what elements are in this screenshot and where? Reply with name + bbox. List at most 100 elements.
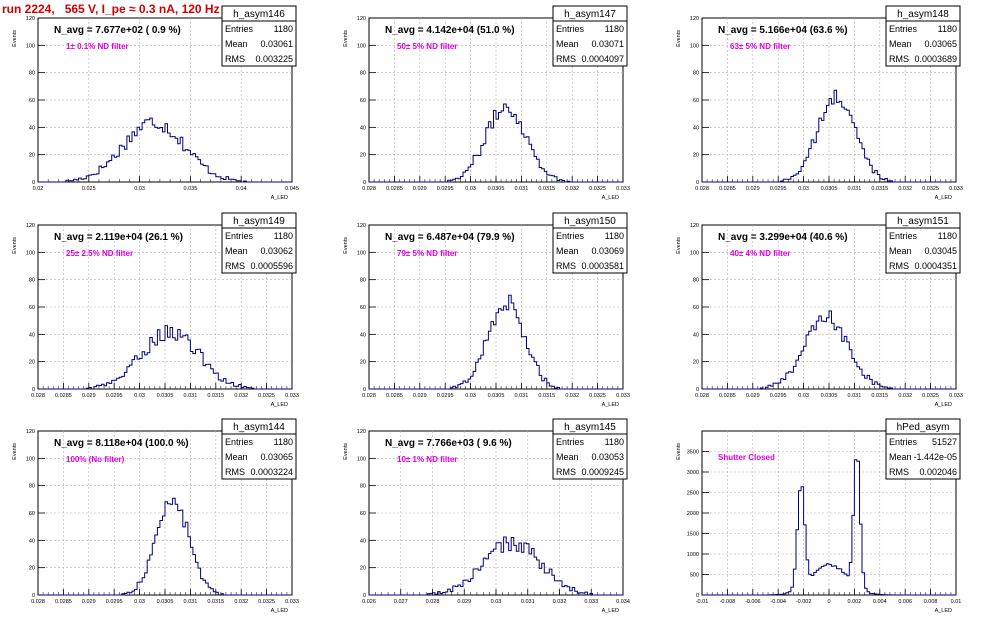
y-axis-title: Events — [12, 443, 18, 460]
x-axis-title: A_LED — [935, 195, 952, 201]
stat-value: 1180 — [938, 231, 957, 241]
y-tick-label: 80 — [360, 71, 366, 77]
stat-key: Mean — [556, 246, 579, 256]
y-tick-label: 80 — [29, 484, 35, 490]
stat-value: 0.03065 — [924, 39, 957, 49]
y-tick-label: 1500 — [687, 532, 699, 538]
stat-key: RMS — [225, 467, 245, 477]
histogram-name: h_asym146 — [233, 9, 285, 20]
y-tick-label: 20 — [693, 153, 699, 159]
x-tick-label: 0.033 — [949, 186, 963, 192]
x-tick-label: 0.032 — [898, 393, 912, 399]
y-axis-title: Events — [676, 30, 682, 47]
x-tick-label: 0.0285 — [386, 393, 403, 399]
x-tick-label: 0.033 — [949, 393, 963, 399]
x-tick-label: 0.0325 — [589, 186, 606, 192]
stats-box — [221, 418, 297, 480]
x-tick-label: 0.032 — [565, 186, 579, 192]
y-tick-label: 20 — [29, 153, 35, 159]
histogram-name: h_asym150 — [564, 216, 616, 227]
x-tick-label: 0.029 — [746, 393, 760, 399]
y-tick-label: 60 — [360, 511, 366, 517]
y-tick-label: 120 — [26, 16, 35, 22]
x-tick-label: 0.033 — [616, 186, 630, 192]
x-tick-label: 0.032 — [234, 393, 248, 399]
x-tick-label: 0.031 — [848, 393, 862, 399]
stat-value: 0.0003689 — [914, 54, 957, 64]
stat-value: 0.0009245 — [581, 467, 624, 477]
x-tick-label: 0.008 — [924, 599, 938, 605]
y-tick-label: 80 — [29, 71, 35, 77]
x-tick-label: 0.03 — [465, 393, 476, 399]
stat-key: RMS — [889, 54, 909, 64]
histogram-panel-h_asym150: 0.028 0.0285 0.029 0.0295 0.03 0.0305 0.031 0.0… — [343, 212, 630, 408]
stat-value: 0.0003224 — [250, 467, 293, 477]
y-tick-label: 1000 — [687, 552, 699, 558]
x-tick-label: 0.0325 — [589, 393, 606, 399]
y-axis-title: Events — [343, 443, 349, 460]
x-tick-label: -0.008 — [720, 599, 736, 605]
y-tick-label: 120 — [26, 429, 35, 435]
x-tick-label: 0.0325 — [922, 186, 939, 192]
x-tick-label: 0.029 — [82, 393, 96, 399]
x-tick-label: 0.0295 — [437, 186, 454, 192]
x-tick-label: 0.033 — [285, 599, 299, 605]
filter-label: 100% (No filter) — [66, 455, 125, 464]
x-tick-label: 0.03 — [134, 186, 145, 192]
y-tick-label: 40 — [693, 332, 699, 338]
x-tick-label: 0.0295 — [770, 393, 787, 399]
y-axis-title: Events — [12, 237, 18, 254]
histogram-name: h_asym145 — [564, 422, 616, 433]
y-tick-label: 100 — [357, 250, 366, 256]
x-tick-label: 0.028 — [695, 393, 709, 399]
x-tick-label: 0.029 — [413, 393, 427, 399]
histogram-panel-h_asym148: 0.028 0.0285 0.029 0.0295 0.03 0.0305 0.031 0.0… — [676, 5, 963, 201]
x-tick-label: 0.0315 — [207, 599, 224, 605]
x-tick-label: 0.03 — [465, 186, 476, 192]
n-avg-label: N_avg = 3.299e+04 (40.6 %) — [718, 232, 848, 243]
y-tick-label: 2000 — [687, 511, 699, 517]
run-title: run 2224, 565 V, I_pe ≈ 0.3 nA, 120 Hz — [2, 2, 220, 16]
filter-label: 50± 5% ND filter — [397, 42, 457, 51]
y-tick-label: 60 — [29, 98, 35, 104]
stat-value: 0.03065 — [260, 452, 293, 462]
y-tick-label: 0 — [696, 593, 699, 599]
x-tick-label: -0.002 — [796, 599, 812, 605]
stat-key: RMS — [556, 467, 576, 477]
y-tick-label: 20 — [29, 566, 35, 572]
n-avg-label: N_avg = 4.142e+04 (51.0 %) — [385, 25, 515, 36]
stat-key: RMS — [889, 467, 909, 477]
filter-label: 10± 1% ND filter — [397, 455, 457, 464]
stat-value: 1180 — [274, 24, 293, 34]
x-tick-label: 0.004 — [873, 599, 887, 605]
n-avg-label: N_avg = 2.119e+04 (26.1 %) — [54, 232, 183, 243]
stat-value: 0.03061 — [260, 39, 293, 49]
x-tick-label: 0.028 — [426, 599, 440, 605]
y-tick-label: 100 — [690, 43, 699, 49]
y-tick-label: 120 — [357, 223, 366, 229]
x-tick-label: 0.032 — [898, 186, 912, 192]
y-tick-label: 0 — [32, 180, 35, 186]
x-tick-label: 0.0295 — [106, 393, 123, 399]
y-tick-label: 100 — [26, 250, 35, 256]
y-tick-label: 60 — [693, 98, 699, 104]
x-tick-label: 0.032 — [565, 393, 579, 399]
stat-key: Entries — [889, 231, 918, 241]
stat-value: 0.0003581 — [581, 261, 624, 271]
stat-key: Mean — [225, 452, 248, 462]
stats-box — [885, 418, 961, 480]
stat-key: Entries — [889, 24, 918, 34]
x-tick-label: 0.0295 — [437, 393, 454, 399]
n-avg-label: N_avg = 8.118e+04 (100.0 %) — [54, 438, 189, 449]
x-tick-label: 0.03 — [134, 393, 145, 399]
y-tick-label: 20 — [360, 360, 366, 366]
stat-key: Mean — [889, 452, 912, 462]
x-tick-label: 0.028 — [362, 393, 376, 399]
x-axis-title: A_LED — [271, 402, 288, 408]
x-tick-label: 0.0325 — [258, 393, 275, 399]
y-axis-title: Events — [12, 30, 18, 47]
x-axis-title: A_LED — [935, 402, 952, 408]
y-tick-label: 120 — [357, 16, 366, 22]
x-tick-label: 0.032 — [553, 599, 567, 605]
x-axis-title: A_LED — [602, 608, 619, 614]
